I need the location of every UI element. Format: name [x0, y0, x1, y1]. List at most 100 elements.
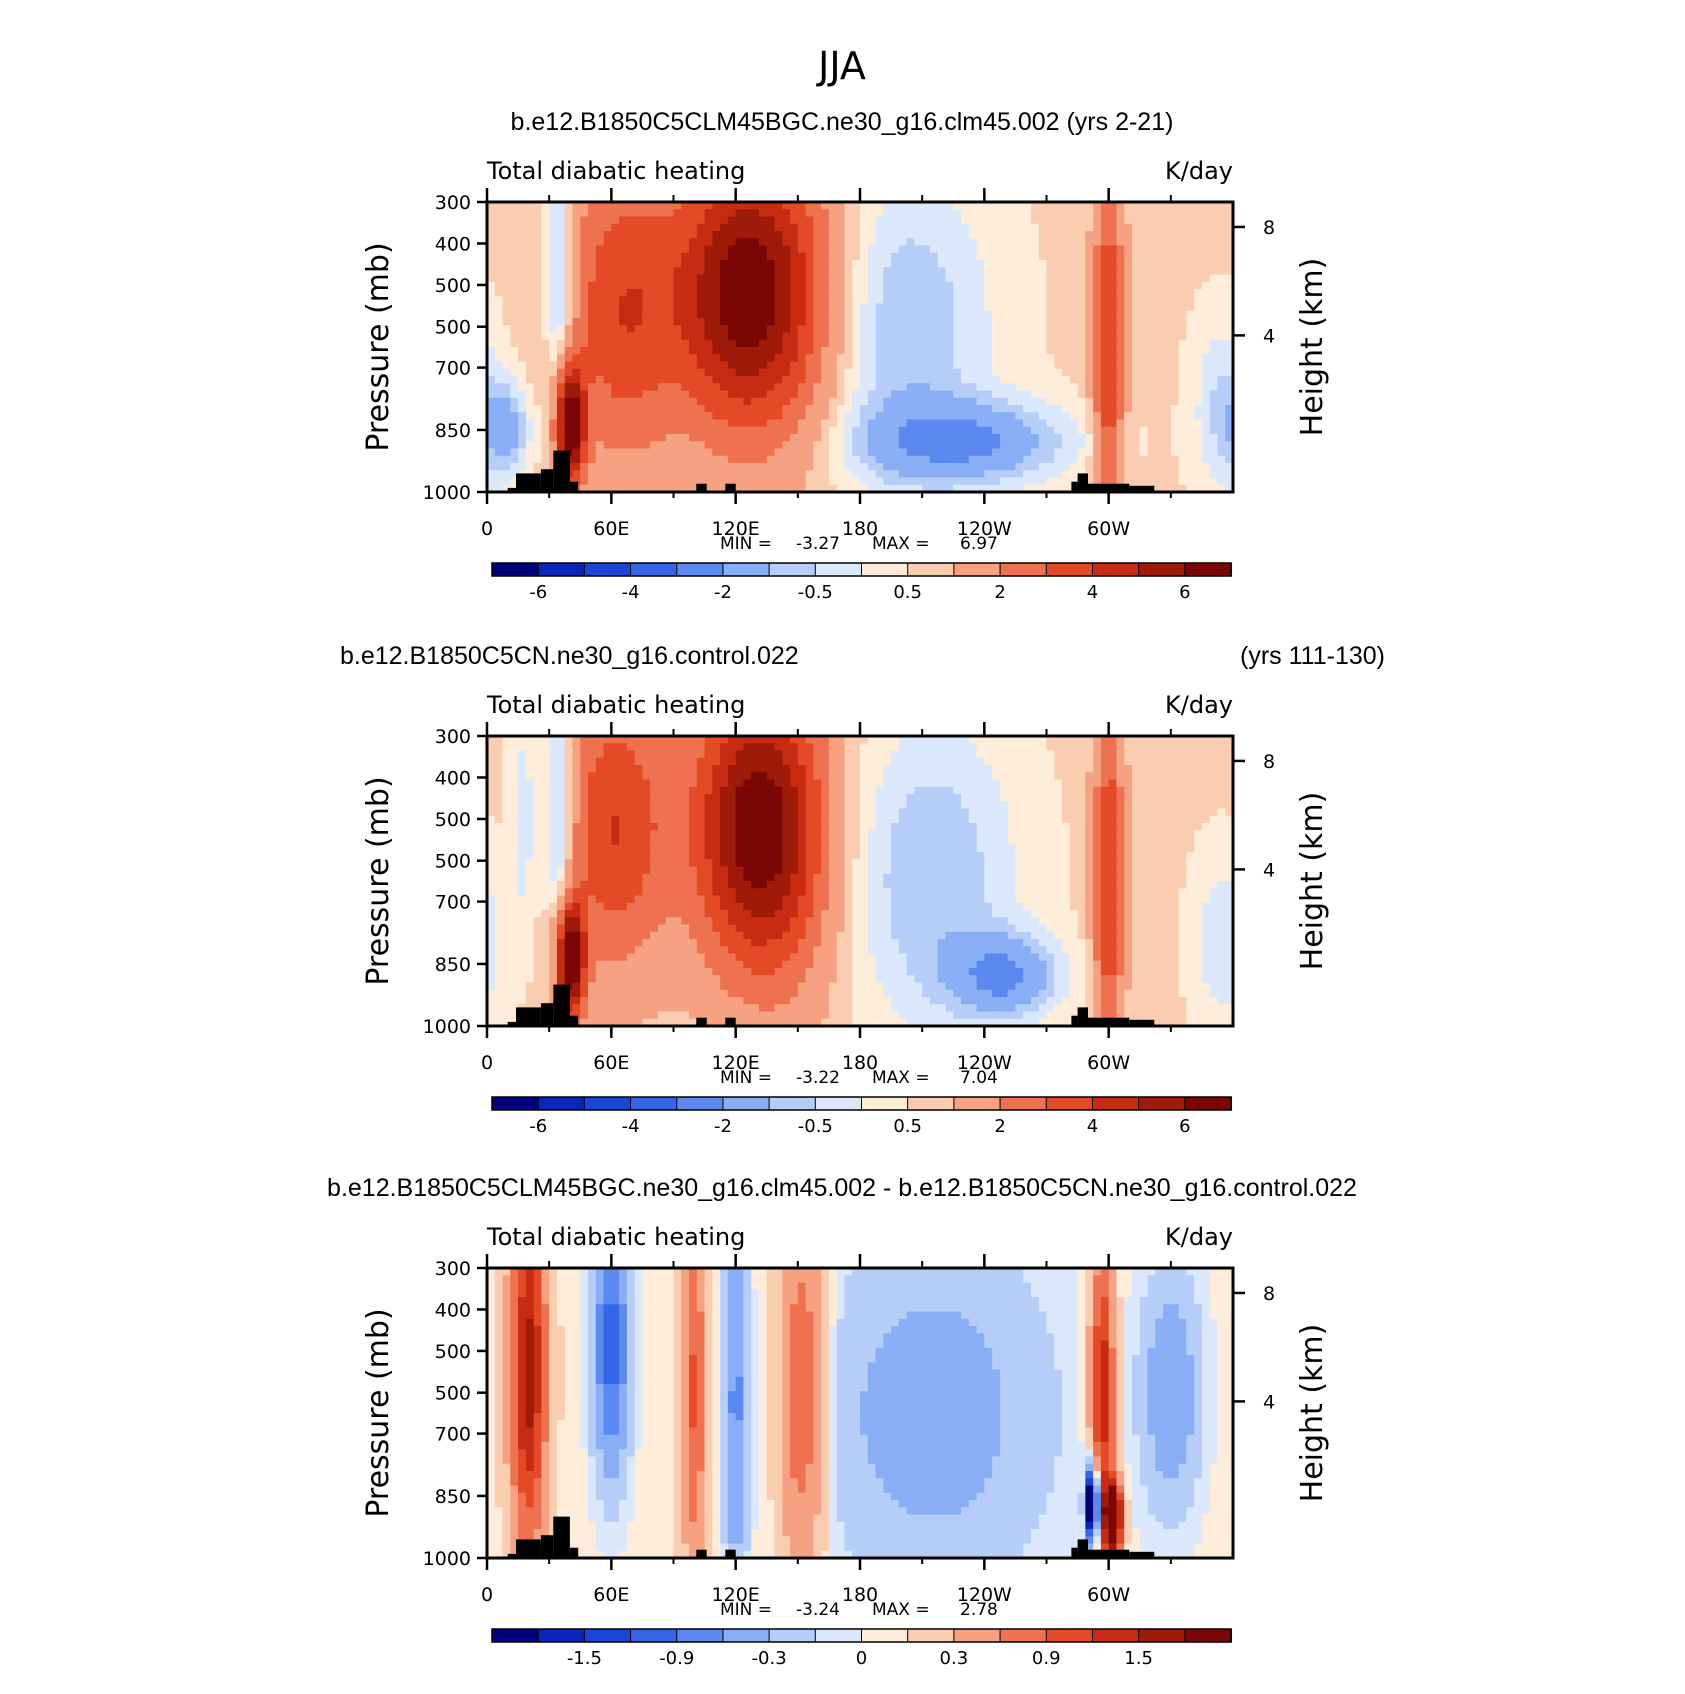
field-cell [937, 426, 947, 435]
field-cell [914, 426, 923, 435]
field-cell [1054, 383, 1063, 392]
field-cell [487, 361, 496, 370]
field-cell [821, 757, 830, 766]
field-cell [681, 318, 690, 326]
field-cell [945, 743, 954, 752]
field-cell [1100, 419, 1110, 428]
x-tick-label: 60E [593, 518, 629, 540]
field-cell [821, 736, 830, 744]
field-cell [751, 772, 760, 781]
field-cell [689, 245, 698, 254]
field-cell [525, 434, 535, 442]
field-cell [1054, 455, 1063, 464]
field-cell [937, 376, 947, 384]
field-cell [953, 397, 962, 406]
field-cell [1100, 368, 1110, 377]
field-cell [836, 252, 846, 261]
field-cell [922, 455, 931, 464]
field-cell [860, 274, 869, 283]
field-cell [828, 238, 838, 247]
field-cell [1186, 397, 1195, 406]
field-cell [999, 245, 1009, 254]
field-cell [782, 786, 791, 795]
field-cell [502, 252, 511, 261]
field-cell [502, 267, 511, 276]
field-cell [751, 736, 760, 744]
field-cell [1139, 361, 1149, 370]
field-cell [1046, 757, 1055, 766]
field-cell [1077, 325, 1086, 334]
field-cell [875, 808, 884, 817]
field-cell [1015, 419, 1024, 428]
field-cell [665, 325, 675, 334]
field-cell [1077, 426, 1086, 435]
field-cell [603, 325, 612, 334]
field-cell [782, 757, 791, 766]
field-cell [929, 368, 939, 377]
field-cell [976, 441, 985, 450]
field-cell [1163, 794, 1172, 802]
field-cell [1124, 332, 1133, 341]
field-cell [735, 448, 745, 457]
field-cell [797, 325, 807, 334]
field-cell [1023, 743, 1032, 752]
field-cell [556, 426, 566, 435]
field-cell [1170, 736, 1180, 744]
field-cell [1139, 347, 1149, 355]
field-cell [611, 245, 620, 254]
field-cell [1054, 260, 1063, 268]
field-cell [657, 216, 667, 225]
field-cell [626, 412, 636, 421]
field-cell [1054, 267, 1063, 276]
y-tick-label: 300 [435, 192, 471, 214]
field-cell [595, 354, 605, 363]
field-cell [1046, 303, 1055, 312]
field-cell [696, 383, 706, 392]
field-cell [953, 808, 962, 817]
field-cell [790, 455, 799, 464]
field-cell [1062, 361, 1071, 370]
field-cell [1038, 765, 1048, 773]
field-cell [642, 477, 651, 486]
field-cell [805, 405, 814, 413]
field-cell [743, 361, 752, 370]
field-cell [1194, 216, 1203, 225]
field-cell [852, 223, 861, 232]
field-cell [961, 310, 970, 319]
field-cell [626, 310, 636, 319]
field-cell [525, 736, 535, 744]
field-cell [953, 426, 962, 435]
field-cell [984, 779, 993, 788]
field-cell [929, 289, 939, 297]
field-cell [821, 484, 830, 493]
field-cell [1038, 405, 1048, 413]
field-cell [1007, 361, 1017, 370]
field-cell [1170, 216, 1180, 225]
field-cell [914, 750, 923, 759]
field-cell [828, 223, 838, 232]
field-cell [1069, 325, 1079, 334]
field-cell [1194, 441, 1203, 450]
field-cell [844, 463, 853, 471]
field-cell [588, 216, 597, 225]
field-cell [984, 801, 993, 810]
field-cell [883, 216, 892, 225]
field-cell [1194, 801, 1203, 810]
field-cell [1124, 289, 1133, 297]
field-cell [906, 209, 915, 218]
field-cell [898, 274, 908, 283]
field-cell [1217, 808, 1226, 817]
field-cell [1124, 216, 1133, 225]
field-cell [1023, 484, 1032, 493]
field-cell [1054, 332, 1063, 341]
field-cell [1116, 231, 1125, 239]
field-cell [743, 368, 752, 377]
field-cell [782, 426, 791, 435]
field-cell [751, 289, 760, 297]
field-cell [650, 361, 659, 370]
field-cell [898, 390, 908, 399]
field-cell [961, 361, 970, 370]
field-cell [487, 390, 496, 399]
field-cell [891, 223, 900, 232]
colorbar-swatch [630, 562, 678, 577]
